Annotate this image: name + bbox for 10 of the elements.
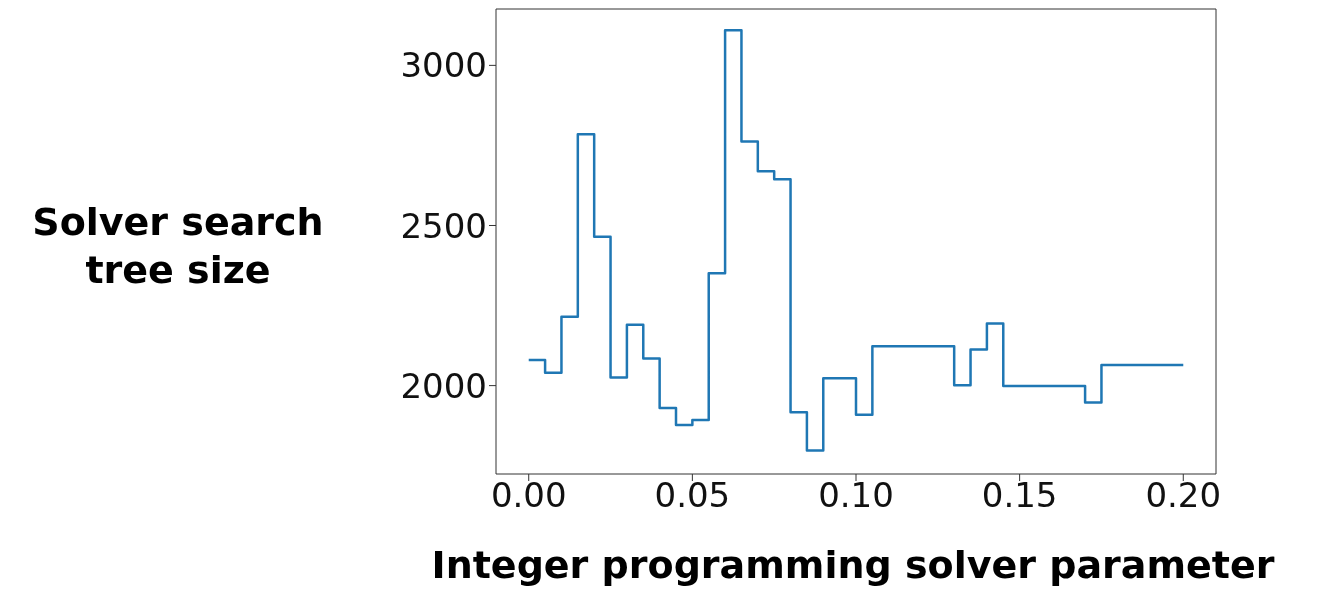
x-axis-title: Integer programming solver parameter bbox=[430, 543, 1276, 587]
x-tick-label: 0.20 bbox=[1145, 475, 1222, 516]
y-tick-label: 2500 bbox=[400, 205, 487, 246]
x-tick-label: 0.05 bbox=[654, 475, 731, 516]
x-tick-label: 0.00 bbox=[490, 475, 567, 516]
y-axis-title: Solver search tree size bbox=[31, 199, 325, 294]
y-tick-label: 3000 bbox=[400, 45, 487, 86]
x-tick-label: 0.15 bbox=[981, 475, 1058, 516]
x-tick-label: 0.10 bbox=[818, 475, 894, 516]
y-tick-label: 2000 bbox=[400, 365, 487, 406]
